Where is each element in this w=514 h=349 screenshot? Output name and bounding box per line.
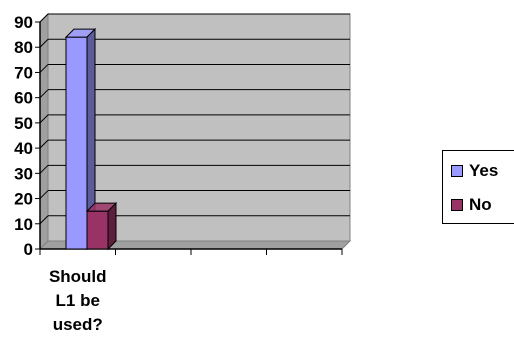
y-tick-label: 50 bbox=[14, 114, 33, 133]
gridline-side bbox=[39, 164, 49, 174]
bar-yes bbox=[64, 27, 97, 251]
x-axis: Should L1 be used? bbox=[39, 248, 343, 334]
y-tick-label: 10 bbox=[14, 215, 33, 234]
bar-front bbox=[65, 36, 88, 250]
plot-side-wall bbox=[39, 12, 49, 251]
gridline-side bbox=[39, 215, 49, 225]
legend-item-no: No bbox=[451, 195, 492, 215]
gridline-side bbox=[39, 114, 49, 124]
legend: Yes No bbox=[442, 150, 514, 224]
gridline-side bbox=[39, 139, 49, 149]
bar-side bbox=[107, 201, 117, 251]
y-tick-label: 70 bbox=[14, 63, 33, 82]
legend-swatch-yes bbox=[451, 165, 463, 177]
legend-item-yes: Yes bbox=[451, 161, 498, 181]
bars bbox=[64, 27, 118, 251]
legend-label-yes: Yes bbox=[469, 161, 499, 180]
gridline-side bbox=[39, 64, 49, 73]
gridline-side bbox=[39, 38, 49, 48]
x-category-label: Should L1 be used? bbox=[49, 267, 107, 334]
y-tick-label: 20 bbox=[14, 190, 33, 209]
bar-front bbox=[86, 210, 109, 250]
legend-label-no: No bbox=[469, 195, 492, 214]
y-axis: 0 10 20 30 40 50 60 70 80 90 bbox=[14, 13, 41, 259]
bar-no bbox=[85, 201, 118, 251]
y-tick-label: 60 bbox=[14, 89, 33, 108]
y-tick-label: 90 bbox=[14, 13, 33, 32]
y-tick-label: 80 bbox=[14, 38, 33, 57]
legend-swatch-no bbox=[451, 199, 463, 211]
y-tick-label: 30 bbox=[14, 164, 33, 183]
y-tick-label: 0 bbox=[24, 240, 33, 259]
gridline-side bbox=[39, 13, 49, 23]
gridline-side bbox=[39, 89, 49, 99]
gridline-side bbox=[39, 190, 49, 199]
y-tick-label: 40 bbox=[14, 139, 33, 158]
